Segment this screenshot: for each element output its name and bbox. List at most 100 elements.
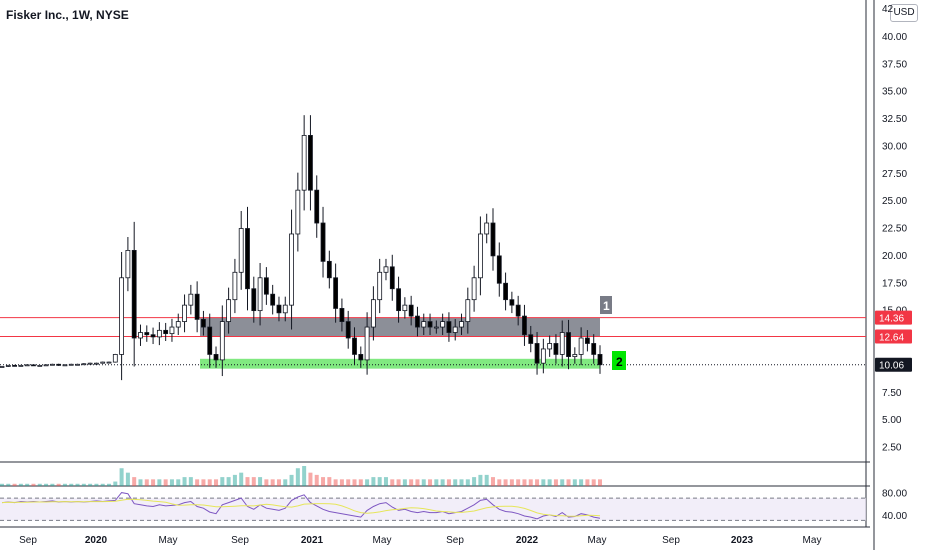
candle-body [326, 260, 332, 279]
volume-bar [0, 483, 4, 486]
candle-body [484, 222, 490, 235]
x-tick-label: Sep [446, 535, 464, 546]
y-tick-label: 35.00 [882, 87, 907, 98]
volume-bar [56, 483, 61, 486]
candle-body [477, 233, 483, 279]
candle-body [125, 249, 131, 279]
volume-bar [390, 479, 395, 486]
y-tick-label: 30.00 [882, 141, 907, 152]
zone-label-1: 1 [603, 299, 610, 313]
x-tick-label: Sep [231, 535, 249, 546]
volume-bar [579, 479, 584, 486]
volume-bar [516, 479, 521, 486]
volume-bar [346, 479, 351, 486]
candle-body [421, 321, 427, 328]
candle-body [377, 271, 383, 301]
volume-bar [409, 479, 414, 486]
volume-bar [434, 479, 439, 486]
volume-bar [226, 477, 231, 486]
candle-body [62, 364, 68, 367]
candle-body [490, 222, 496, 257]
candle-body [345, 321, 351, 339]
volume-bar [239, 472, 244, 486]
candle-body [358, 354, 364, 361]
volume-bar [214, 479, 219, 486]
currency-button[interactable]: USD [890, 4, 918, 22]
volume-bar [478, 474, 483, 486]
candle-body [415, 315, 420, 328]
candle-body [433, 326, 439, 329]
volume-bar [107, 483, 112, 486]
volume-bar [44, 483, 49, 486]
volume-bar [144, 479, 149, 486]
volume-bar [402, 479, 407, 486]
volume-bar [81, 483, 86, 486]
y-tick-label: 37.50 [882, 59, 907, 70]
candle-body [339, 308, 345, 322]
candle-body [559, 332, 565, 355]
candle-body [5, 364, 11, 367]
x-tick-label: 2022 [516, 535, 539, 546]
candle-body [566, 332, 571, 358]
volume-bar [535, 479, 540, 486]
candle-body [24, 364, 30, 367]
candle-body [156, 329, 162, 338]
volume-bar [138, 479, 143, 486]
candle-body [352, 337, 357, 355]
candle-body [320, 222, 326, 262]
volume-bar [585, 479, 590, 486]
volume-bar [270, 479, 275, 486]
volume-bar [321, 477, 326, 486]
candle-body [87, 362, 93, 365]
volume-bar [396, 479, 401, 486]
volume-bar [163, 479, 168, 486]
candle-body [522, 315, 527, 336]
candle-body [597, 354, 603, 366]
y-tick-label: 22.50 [882, 224, 907, 235]
y-tick-label: 25.00 [882, 196, 907, 207]
candle-body [219, 321, 225, 361]
volume-bar [371, 477, 376, 486]
price-badge-label: 10.06 [879, 361, 904, 372]
volume-bar [591, 479, 596, 486]
volume-bar [245, 477, 250, 486]
candle-body [68, 363, 74, 366]
candle-body [402, 304, 408, 312]
volume-bar [69, 483, 74, 486]
volume-bar [358, 479, 363, 486]
candle-body [528, 334, 534, 344]
candle-body [591, 343, 597, 355]
y-tick-label: 7.50 [882, 388, 902, 399]
volume-bar [188, 477, 193, 486]
y-tick-label: 2.50 [882, 443, 902, 454]
volume-bar [465, 479, 470, 486]
volume-bar [339, 479, 344, 486]
candle-body [270, 293, 276, 306]
candle-body [276, 304, 282, 314]
candle-body [452, 326, 458, 333]
zone-label-1-box [600, 296, 612, 314]
volume-bar [415, 479, 420, 486]
candle-body [534, 343, 540, 364]
candle-body [94, 362, 99, 365]
volume-bar [264, 479, 269, 486]
candle-body [364, 326, 370, 361]
volume-bar [541, 479, 546, 486]
candle-body [37, 364, 43, 367]
volume-bar [560, 479, 565, 486]
x-tick-label: Sep [19, 535, 37, 546]
candle-body [100, 361, 106, 364]
candle-body [188, 293, 194, 306]
candle-body [314, 189, 320, 224]
volume-bar [566, 479, 571, 486]
volume-bar [522, 479, 527, 486]
volume-bar [484, 474, 489, 486]
volume-bar [232, 474, 237, 486]
volume-bar [258, 477, 263, 486]
volume-bar [327, 477, 332, 486]
volume-bar [94, 483, 99, 486]
volume-bar [201, 479, 206, 486]
volume-bar [377, 477, 382, 486]
zone-label-2-box [612, 351, 626, 370]
